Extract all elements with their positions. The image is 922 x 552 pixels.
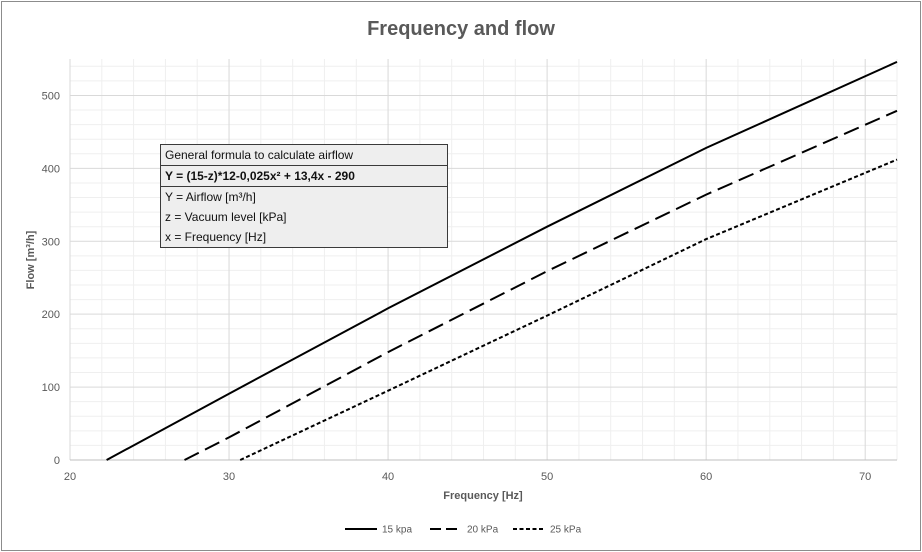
- series-line-1: [106, 60, 898, 461]
- formula-box-header: General formula to calculate airflow: [161, 145, 447, 166]
- legend-label: 25 kPa: [550, 525, 582, 536]
- formula-box: General formula to calculate airflow Y =…: [160, 144, 448, 248]
- series-lines: [106, 60, 898, 461]
- x-tick-label: 40: [382, 471, 394, 483]
- series-line-3: [239, 158, 898, 461]
- x-tick-label: 70: [859, 471, 871, 483]
- y-axis-label: Flow [m³/h]: [25, 230, 37, 289]
- legend: 15 kpa 20 kPa 25 kPa: [345, 525, 582, 536]
- x-tick-label: 20: [64, 471, 76, 483]
- x-tick-label: 50: [541, 471, 553, 483]
- x-axis-label: Frequency [Hz]: [443, 490, 523, 502]
- x-tick-label: 60: [700, 471, 712, 483]
- tick-labels: 20 30 40 50 60 70 0 100 200 300 400 500: [42, 90, 872, 483]
- legend-label: 15 kpa: [382, 525, 412, 536]
- y-tick-label: 300: [42, 236, 60, 248]
- y-tick-label: 200: [42, 309, 60, 321]
- formula-text: Y = (15-z)*12-0,025x² + 13,4x - 290: [161, 166, 447, 187]
- y-tick-label: 100: [42, 382, 60, 394]
- legend-label: 20 kPa: [467, 525, 499, 536]
- y-tick-label: 500: [42, 90, 60, 102]
- x-tick-label: 30: [223, 471, 235, 483]
- chart-title: Frequency and flow: [367, 18, 555, 40]
- y-tick-label: 0: [54, 455, 60, 467]
- y-tick-label: 400: [42, 163, 60, 175]
- formula-line-airflow: Y = Airflow [m³/h]: [165, 190, 256, 204]
- formula-line-vacuum: z = Vacuum level [kPa]: [165, 210, 287, 224]
- formula-line-frequency: x = Frequency [Hz]: [165, 230, 267, 244]
- gridlines: [69, 59, 898, 461]
